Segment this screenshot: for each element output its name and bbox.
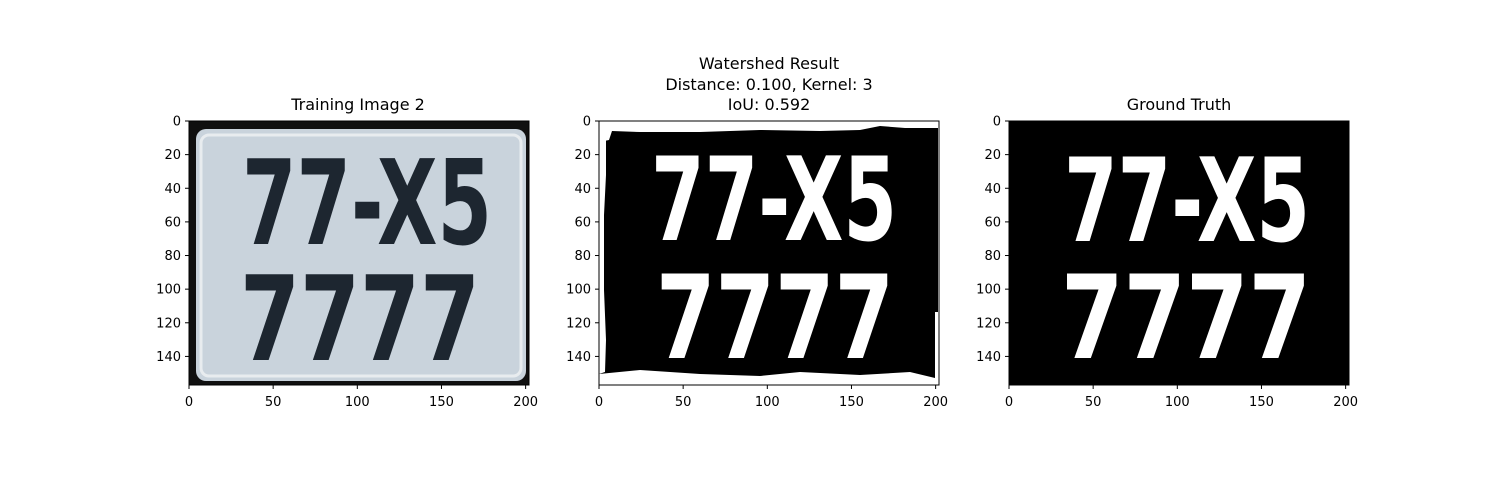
panel-watershed-result: Watershed Result Distance: 0.100, Kernel…: [598, 54, 940, 386]
y-tick-label: 0: [993, 115, 1001, 130]
y-tick-label: 120: [156, 316, 181, 331]
plate-line-2: 7777: [240, 250, 480, 388]
plate-body: [196, 129, 526, 381]
panel-training-image: Training Image 2 77-X5 7777: [188, 95, 530, 388]
y-tick-label: 40: [574, 182, 591, 197]
axes-watershed-result: [598, 120, 940, 386]
axes-ground-truth: [1008, 120, 1350, 386]
x-tick-label: 100: [1165, 395, 1190, 410]
mask-background: [1009, 121, 1349, 385]
y-tick-label: 60: [164, 215, 181, 230]
mask-line-2: 7777: [1061, 251, 1311, 386]
x-tick-label: 0: [1005, 395, 1013, 410]
plate-line-1: 77-X5: [242, 134, 492, 272]
image-area: 77-X5 7777: [189, 121, 529, 388]
x-tick-label: 0: [185, 395, 193, 410]
y-tick-label: 140: [156, 350, 181, 365]
border-noise-right: [935, 121, 939, 385]
x-tick-label: 50: [1085, 395, 1102, 410]
x-tick-label: 50: [675, 395, 692, 410]
border-noise-top: [599, 121, 939, 142]
panel-title-line-3: IoU: 0.592: [728, 95, 811, 114]
y-tick-label: 120: [566, 316, 591, 331]
image-area: 77-X5 7777: [599, 121, 939, 386]
y-tick-label: 120: [976, 316, 1001, 331]
panel-title-line-1: Watershed Result: [699, 54, 839, 73]
x-tick-label: 50: [265, 395, 282, 410]
x-tick-label: 100: [345, 395, 370, 410]
mask-background: [599, 121, 939, 385]
y-tick-label: 80: [164, 249, 181, 264]
y-tick-label: 100: [976, 283, 1001, 298]
plate-edge: [199, 133, 523, 378]
x-tick-label: 150: [1249, 395, 1274, 410]
y-tick-label: 40: [984, 182, 1001, 197]
panel-title: Ground Truth: [1127, 95, 1232, 114]
y-tick-label: 20: [164, 148, 181, 163]
y-tick-label: 0: [173, 115, 181, 130]
x-tick-label: 150: [429, 395, 454, 410]
y-tick-label: 40: [164, 182, 181, 197]
y-tick-label: 0: [583, 115, 591, 130]
panel-ground-truth: Ground Truth 77-X5 7777: [1008, 95, 1350, 386]
y-tick-label: 80: [984, 249, 1001, 264]
x-tick-label: 200: [1333, 395, 1358, 410]
y-tick-label: 20: [984, 148, 1001, 163]
axes-frame: [1008, 120, 1350, 386]
y-tick-label: 140: [566, 350, 591, 365]
axes-frame: [598, 120, 940, 386]
y-tick-label: 100: [566, 283, 591, 298]
x-tick-label: 100: [755, 395, 780, 410]
image-area: 77-X5 7777: [1009, 121, 1349, 386]
x-tick-label: 0: [595, 395, 603, 410]
x-tick-label: 200: [923, 395, 948, 410]
border-noise-left: [599, 121, 606, 374]
mask-line-2: 7777: [656, 251, 894, 386]
panel-title-line-2: Distance: 0.100, Kernel: 3: [665, 75, 872, 94]
border-noise-bottom: [599, 370, 935, 385]
y-tick-label: 100: [156, 283, 181, 298]
y-tick-label: 140: [976, 350, 1001, 365]
panel-title: Training Image 2: [290, 95, 425, 114]
x-tick-label: 200: [513, 395, 538, 410]
y-tick-label: 60: [984, 215, 1001, 230]
axes-frame: [188, 120, 530, 386]
y-tick-label: 80: [574, 249, 591, 264]
axes-training-image: [188, 120, 530, 386]
x-tick-label: 150: [839, 395, 864, 410]
y-tick-label: 20: [574, 148, 591, 163]
mask-line-1: 77-X5: [651, 133, 897, 268]
mask-line-1: 77-X5: [1064, 134, 1310, 269]
y-tick-label: 60: [574, 215, 591, 230]
